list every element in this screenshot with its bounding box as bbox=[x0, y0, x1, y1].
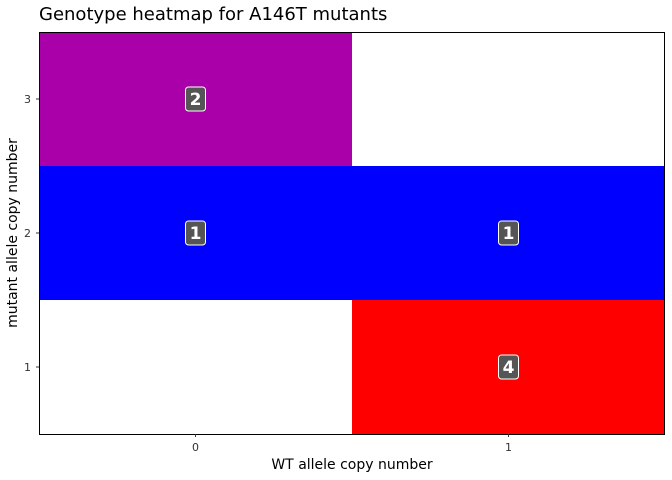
count-label: 1 bbox=[503, 224, 515, 244]
count-label: 2 bbox=[190, 90, 202, 110]
count-label-box bbox=[498, 354, 519, 380]
x-tick-label: 0 bbox=[192, 441, 199, 454]
count-label-box bbox=[185, 220, 206, 246]
y-axis-ticks: 1 2 3 bbox=[24, 93, 39, 374]
y-tick-label: 3 bbox=[24, 93, 31, 106]
chart-title: Genotype heatmap for A146T mutants bbox=[39, 4, 388, 25]
count-label-box bbox=[185, 86, 206, 112]
count-label: 4 bbox=[503, 358, 515, 378]
heatmap-cell-wt0-mut1 bbox=[39, 300, 352, 434]
count-label-box bbox=[498, 220, 519, 246]
y-tick-label: 2 bbox=[24, 227, 31, 240]
panel-border bbox=[39, 32, 665, 435]
count-label: 1 bbox=[190, 224, 202, 244]
heatmap-cells bbox=[39, 32, 665, 434]
x-tick-label: 1 bbox=[505, 441, 512, 454]
y-axis-title: mutant allele copy number bbox=[5, 138, 21, 328]
x-axis-title: WT allele copy number bbox=[271, 457, 433, 473]
count-labels: 2 1 1 4 bbox=[185, 86, 519, 380]
y-tick-label: 1 bbox=[24, 361, 31, 374]
heatmap-cell-wt1-mut3 bbox=[352, 32, 665, 166]
